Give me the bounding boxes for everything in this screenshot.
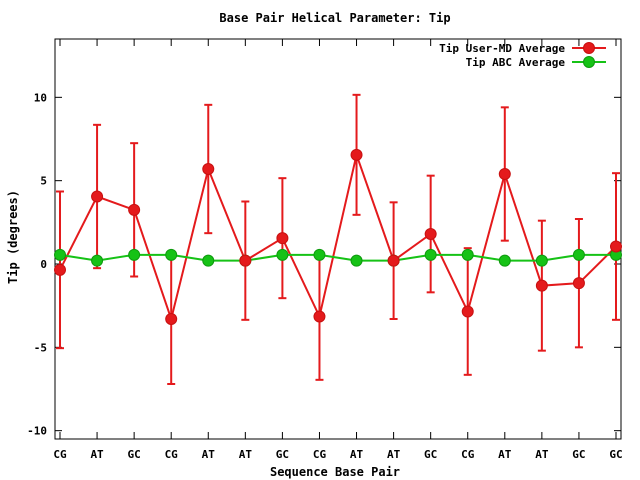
data-point-abc — [165, 248, 178, 261]
x-tick-label: GC — [276, 448, 289, 461]
data-point-abc — [91, 254, 104, 267]
x-tick-label: AT — [350, 448, 364, 461]
data-point-user-md — [276, 232, 289, 245]
data-point-user-md — [498, 168, 511, 180]
legend-marker-user-md — [583, 42, 595, 54]
y-axis-label: Tip (degrees) — [6, 190, 20, 284]
x-tick-label: GC — [128, 448, 141, 461]
data-point-abc — [350, 254, 363, 267]
x-tick-label: GC — [424, 448, 437, 461]
data-point-user-md — [165, 313, 178, 325]
data-point-user-md — [54, 263, 66, 276]
legend-label-user-md: Tip User-MD Average — [439, 42, 565, 55]
x-axis-ticks: CG AT GC CG AT AT GC CG AT AT GC CG AT AT GC GC — [53, 39, 623, 461]
x-axis-label: Sequence Base Pair — [270, 465, 400, 479]
y-axis-ticks: 10 5 0 -5 -10 — [27, 91, 621, 438]
data-point-abc — [535, 254, 548, 267]
data-point-abc — [128, 248, 141, 261]
legend-label-abc: Tip ABC Average — [466, 56, 566, 69]
data-point-abc — [461, 248, 474, 261]
x-tick-label: AT — [387, 448, 401, 461]
x-tick-label: CG — [53, 448, 67, 461]
data-point-abc — [572, 248, 585, 261]
data-point-user-md — [350, 148, 363, 161]
y-tick-label: 0 — [40, 258, 47, 271]
data-point-abc — [202, 254, 215, 267]
y-tick-label: -10 — [27, 425, 47, 438]
data-point-user-md — [202, 163, 215, 175]
data-point-abc — [498, 254, 511, 267]
data-point-user-md — [387, 254, 400, 267]
chart-title: Base Pair Helical Parameter: Tip — [219, 11, 450, 25]
data-point-user-md — [535, 279, 548, 292]
series-line-abc — [59, 253, 616, 262]
x-tick-label: CG — [461, 448, 475, 461]
x-tick-label: AT — [535, 448, 549, 461]
legend: Tip User-MD Average Tip ABC Average — [439, 42, 606, 69]
data-point-user-md — [610, 240, 622, 253]
data-point-user-md — [128, 203, 141, 216]
y-tick-label: 10 — [34, 91, 47, 104]
x-tick-label: GC — [572, 448, 585, 461]
y-tick-label: 5 — [40, 175, 47, 188]
data-point-user-md — [572, 277, 585, 290]
data-point-abc — [276, 248, 289, 261]
data-point-user-md — [313, 310, 326, 323]
legend-marker-abc — [583, 56, 595, 68]
y-tick-label: -5 — [34, 341, 47, 354]
x-tick-label: GC — [609, 448, 622, 461]
data-point-abc — [54, 248, 66, 261]
plot-area — [54, 38, 622, 440]
series-line-user-md — [59, 151, 617, 323]
x-tick-label: AT — [498, 448, 512, 461]
data-point-user-md — [424, 228, 437, 240]
data-point-user-md — [461, 305, 474, 318]
data-point-user-md — [239, 254, 252, 267]
x-tick-label: CG — [165, 448, 179, 461]
x-tick-label: AT — [90, 448, 104, 461]
x-tick-label: AT — [239, 448, 253, 461]
series-layer — [54, 93, 622, 385]
data-point-abc — [424, 248, 437, 261]
x-tick-label: AT — [202, 448, 216, 461]
data-point-user-md — [91, 190, 104, 203]
data-point-abc — [313, 248, 326, 261]
x-tick-label: CG — [313, 448, 327, 461]
